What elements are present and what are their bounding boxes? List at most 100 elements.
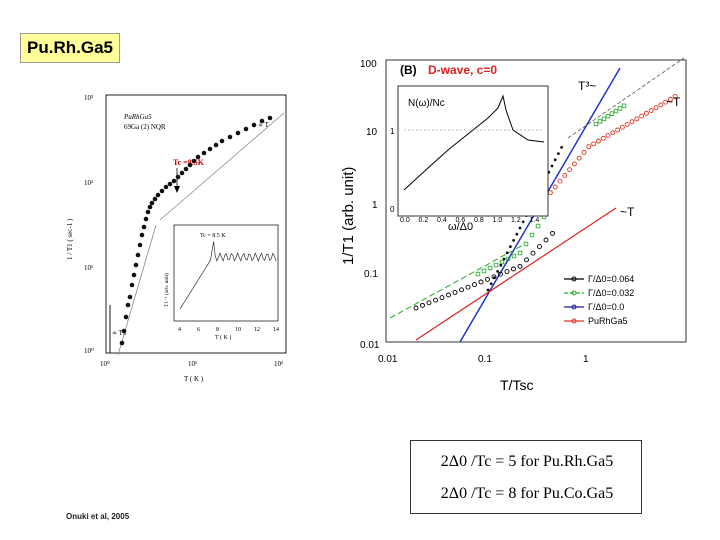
right-dashed-t-line xyxy=(567,57,685,139)
right-black-point xyxy=(524,257,529,263)
left-ytick-1000: 10³ xyxy=(84,94,93,102)
right-ytick-10: 10 xyxy=(366,127,378,138)
right-legend-label: Γ/Δ0=0.0 xyxy=(588,302,624,312)
left-data-point xyxy=(133,262,139,268)
right-zero-point xyxy=(505,251,509,255)
right-black-point xyxy=(537,244,542,250)
right-purhga5-point xyxy=(643,110,649,116)
gap-ratio-purhga5: 2Δ0 /Tc = 5 for Pu.Rh.Ga5 xyxy=(440,453,614,470)
left-data-point xyxy=(149,200,155,206)
right-inset-ytick-1: 1 xyxy=(390,127,395,136)
left-data-point xyxy=(137,242,143,248)
left-nqr-figure: 10³ 10² 10¹ 10⁰ 10⁰ 10¹ 10² T ( K ) 1 / … xyxy=(66,94,287,383)
left-xtick-10: 10¹ xyxy=(188,360,197,368)
right-black-point xyxy=(420,302,425,308)
left-data-point xyxy=(121,328,127,334)
right-purhga5-point xyxy=(581,149,587,155)
right-black-point xyxy=(426,300,432,306)
left-data-point xyxy=(145,209,151,215)
right-purhga5-point xyxy=(610,130,616,136)
right-black-point xyxy=(446,292,451,298)
right-purhga5-point xyxy=(663,99,669,105)
left-data-point xyxy=(251,122,257,128)
right-black-point xyxy=(517,263,523,269)
right-inset-xtick: 0.6 xyxy=(456,217,466,224)
left-data-point xyxy=(139,232,145,238)
right-purhga5-point xyxy=(639,113,645,119)
left-legend-nuclide: 69Ga (2) NQR xyxy=(124,123,166,131)
left-data-point xyxy=(183,166,189,172)
left-data-point xyxy=(187,162,193,168)
left-xtick-1: 10⁰ xyxy=(100,360,110,368)
right-legend-marker xyxy=(571,304,577,310)
left-data-point xyxy=(141,224,147,230)
left-data-point xyxy=(152,196,158,202)
right-inset-xtick: 1.0 xyxy=(493,217,503,224)
right-black-point xyxy=(452,289,458,295)
left-data-point xyxy=(135,252,141,258)
right-black-point xyxy=(459,287,464,293)
left-inset-xtick: 14 xyxy=(273,327,279,333)
right-black-point xyxy=(530,250,536,256)
left-inset-xtick: 4 xyxy=(178,327,181,333)
left-inset-frame xyxy=(173,224,279,322)
right-green-high-point xyxy=(617,106,623,111)
left-inset-curve xyxy=(179,241,277,310)
right-inset-ylabel: N(ω)/Nc xyxy=(408,98,445,109)
right-zero-point xyxy=(557,152,560,155)
right-inset-dos-curve xyxy=(403,94,545,191)
right-purhga5-point xyxy=(567,167,573,173)
right-green-curve-low xyxy=(389,244,524,319)
slide-title: Pu.Rh.Ga5 xyxy=(20,33,120,63)
right-black-point xyxy=(413,305,419,311)
right-legend: Γ/Δ0=0.064 Γ/Δ0=0.032 Γ/Δ0=0.0 PuRhGa5 xyxy=(560,272,684,340)
left-data-point xyxy=(201,150,207,156)
right-zero-point xyxy=(512,239,515,242)
right-green-high-point xyxy=(613,108,619,114)
left-data-point xyxy=(191,158,197,164)
right-ytick-001: 0.01 xyxy=(360,340,380,351)
right-inset-xlabel: ω/Δ0 xyxy=(448,221,473,233)
right-green-point xyxy=(529,232,535,238)
left-data-point xyxy=(155,192,161,198)
right-purhga5-point xyxy=(586,144,592,150)
left-tc-label: Tc =8.5K xyxy=(173,158,205,167)
left-inset-ylabel: T1⁻¹ (arb. unit) xyxy=(163,273,170,307)
right-inset-xticks: 0.0 0.2 0.4 0.6 0.8 1.0 1.2 1.4 xyxy=(400,217,539,224)
right-purhga5-point xyxy=(552,184,558,190)
right-inset-xtick: 0.0 xyxy=(400,217,410,224)
right-inset-ytick-0: 0 xyxy=(390,205,395,214)
right-panel-label: (B) xyxy=(400,63,417,77)
right-zero-point xyxy=(496,270,499,273)
right-legend-label: Γ/Δ0=0.064 xyxy=(588,274,634,284)
gap-ratio-box: 2Δ0 /Tc = 5 for Pu.Rh.Ga5 2Δ0 /Tc = 8 fo… xyxy=(410,440,642,514)
right-inset-frame xyxy=(397,85,549,217)
right-green-point xyxy=(523,241,529,247)
right-zero-point xyxy=(499,263,503,267)
right-green-point xyxy=(511,253,517,259)
left-data-points xyxy=(109,115,273,353)
right-zero-point xyxy=(493,276,496,279)
gap-ratio-pucoga5: 2Δ0 /Tc = 8 for Pu.Co.Ga5 xyxy=(440,485,614,502)
right-purhga5-point xyxy=(658,102,664,108)
right-ylabel: 1/T1 (arb. unit) xyxy=(340,167,357,265)
right-zero-point xyxy=(521,220,525,224)
right-black-point xyxy=(498,271,503,277)
right-black-point xyxy=(439,295,445,301)
citation-text: Onuki et al, 2005 xyxy=(66,512,130,521)
left-inset-xtick: 12 xyxy=(254,327,260,333)
left-plot-frame xyxy=(105,94,287,354)
right-inset-xtick: 0.2 xyxy=(419,217,429,224)
right-purhga5-point xyxy=(667,96,673,102)
right-green-point xyxy=(499,259,505,265)
right-black-point xyxy=(465,284,471,290)
right-green-point xyxy=(535,223,541,229)
left-inset-xtick: 10 xyxy=(235,327,241,333)
right-zero-point xyxy=(502,257,506,261)
right-green-high-point xyxy=(601,116,607,121)
right-zero-point xyxy=(486,288,490,292)
left-data-point xyxy=(131,272,137,278)
left-tc-arrowhead xyxy=(174,186,180,193)
right-plot-frame xyxy=(385,59,687,343)
right-purhga5-point xyxy=(562,172,568,178)
